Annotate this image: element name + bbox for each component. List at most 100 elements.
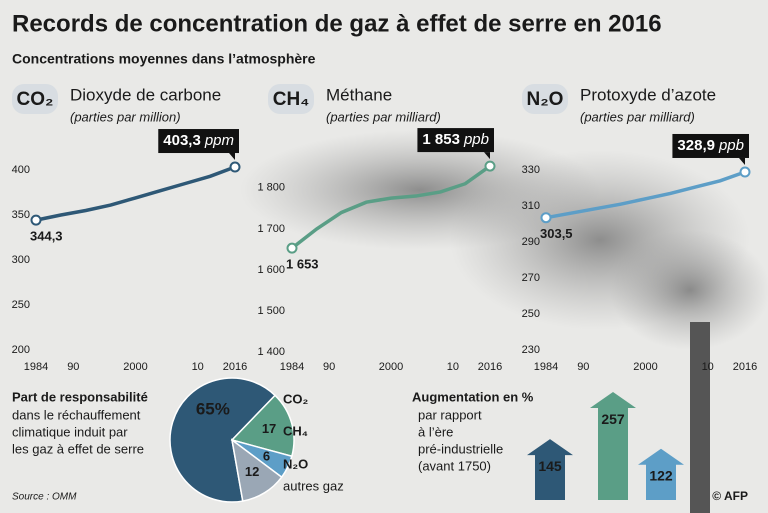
title: Records de concentration de gaz à effet … — [12, 10, 662, 37]
x-tick-label: 1984 — [280, 361, 304, 373]
start-label: 344,3 — [30, 229, 63, 244]
y-tick-label: 350 — [12, 209, 30, 221]
endpoint — [484, 160, 496, 172]
callout-tip — [229, 153, 235, 161]
slice-name: N₂O — [283, 456, 308, 471]
y-tick-label: 1 600 — [257, 264, 285, 276]
end-value: 403,3 — [163, 132, 201, 149]
pie-subtitle: climatique induit par — [12, 424, 128, 439]
formula-badge — [12, 84, 58, 114]
slice-value: 65% — [196, 399, 230, 418]
x-tick-label: 1984 — [24, 361, 48, 373]
slice-name: CH₄ — [283, 423, 308, 438]
pie-slice — [230, 394, 295, 458]
end-unit: ppb — [718, 137, 744, 154]
x-tick-label: 2016 — [733, 361, 757, 373]
pie-slice — [230, 438, 283, 502]
x-tick-label: 90 — [323, 361, 335, 373]
unit-note: (parties par milliard) — [326, 109, 441, 124]
formula: CO₂ — [17, 89, 54, 110]
y-tick-label: 250 — [12, 299, 30, 311]
pie-subtitle: dans le réchauffement — [12, 407, 141, 422]
series-name: Méthane — [326, 85, 392, 104]
unit-note: (parties par million) — [70, 109, 181, 124]
slice-name: autres gaz — [283, 478, 344, 493]
x-tick-label: 2000 — [123, 361, 147, 373]
start-label: 303,5 — [540, 226, 573, 241]
line — [545, 170, 746, 220]
subtitle: Concentrations moyennes dans l’atmosphèr… — [12, 51, 316, 67]
endpoint — [286, 242, 298, 254]
y-tick-label: 330 — [522, 164, 540, 176]
slice-name: CO₂ — [283, 391, 309, 406]
callout-tip — [739, 157, 745, 165]
x-tick-label: 2000 — [633, 361, 657, 373]
endpoint — [229, 161, 241, 173]
chimney — [690, 322, 710, 513]
end-label: 328,9 ppb — [677, 137, 744, 154]
pie-slice — [169, 377, 277, 503]
end-unit: ppb — [463, 131, 489, 148]
y-tick-label: 250 — [522, 308, 540, 320]
arrow-bar — [590, 392, 636, 500]
end-label: 403,3 ppm — [163, 132, 234, 149]
arrows-subtitle: (avant 1750) — [418, 458, 491, 473]
pie-subtitle: les gaz à effet de serre — [12, 441, 144, 456]
y-tick-label: 1 500 — [257, 305, 285, 317]
x-tick-label: 90 — [577, 361, 589, 373]
arrow-value: 257 — [601, 411, 625, 427]
y-tick-label: 400 — [12, 164, 30, 176]
end-label-box — [672, 133, 749, 158]
y-tick-label: 300 — [12, 254, 30, 266]
line — [290, 164, 492, 250]
callout-tip — [484, 152, 490, 160]
arrow-value: 145 — [538, 458, 562, 474]
arrows-subtitle: par rapport — [418, 407, 482, 422]
start-label: 1 653 — [286, 257, 319, 272]
y-tick-label: 1 700 — [257, 223, 285, 235]
formula-badge — [268, 84, 314, 114]
slice-value: 12 — [245, 464, 259, 479]
y-tick-label: 230 — [522, 344, 540, 356]
endpoint — [540, 212, 552, 224]
arrow-value: 122 — [649, 467, 673, 483]
endpoint — [739, 166, 751, 178]
x-tick-label: 10 — [447, 361, 459, 373]
arrows-subtitle: à l’ère — [418, 424, 453, 439]
end-value: 328,9 — [677, 137, 715, 154]
slice-value: 6 — [263, 448, 270, 463]
pie-title: Part de responsabilité — [12, 389, 148, 404]
y-tick-label: 1 400 — [257, 346, 285, 358]
x-tick-label: 2000 — [379, 361, 403, 373]
x-tick-label: 2016 — [223, 361, 247, 373]
x-tick-label: 2016 — [478, 361, 502, 373]
arrow-bar — [527, 439, 573, 500]
formula: CH₄ — [273, 89, 310, 110]
end-label-box — [158, 129, 239, 154]
y-tick-label: 200 — [12, 344, 30, 356]
smoke — [610, 230, 768, 350]
arrows-title: Augmentation en % — [412, 389, 534, 404]
y-tick-label: 270 — [522, 272, 540, 284]
formula: N₂O — [527, 89, 564, 110]
end-unit: ppm — [204, 132, 234, 149]
x-tick-label: 1984 — [534, 361, 558, 373]
x-tick-label: 90 — [67, 361, 79, 373]
endpoint — [30, 214, 42, 226]
arrows-subtitle: pré-industrielle — [418, 441, 503, 456]
x-tick-label: 10 — [702, 361, 714, 373]
y-tick-label: 1 800 — [257, 182, 285, 194]
end-label-box — [417, 128, 494, 153]
x-tick-label: 10 — [192, 361, 204, 373]
y-tick-label: 310 — [522, 200, 540, 212]
arrow-bar — [638, 448, 684, 500]
y-tick-label: 290 — [522, 236, 540, 248]
series-name: Dioxyde de carbone — [70, 85, 221, 104]
source: Source : OMM — [12, 492, 77, 503]
credit: © AFP — [712, 489, 748, 503]
end-value: 1 853 — [422, 131, 460, 148]
series-name: Protoxyde d’azote — [580, 85, 716, 104]
unit-note: (parties par milliard) — [580, 109, 695, 124]
line — [35, 165, 236, 222]
